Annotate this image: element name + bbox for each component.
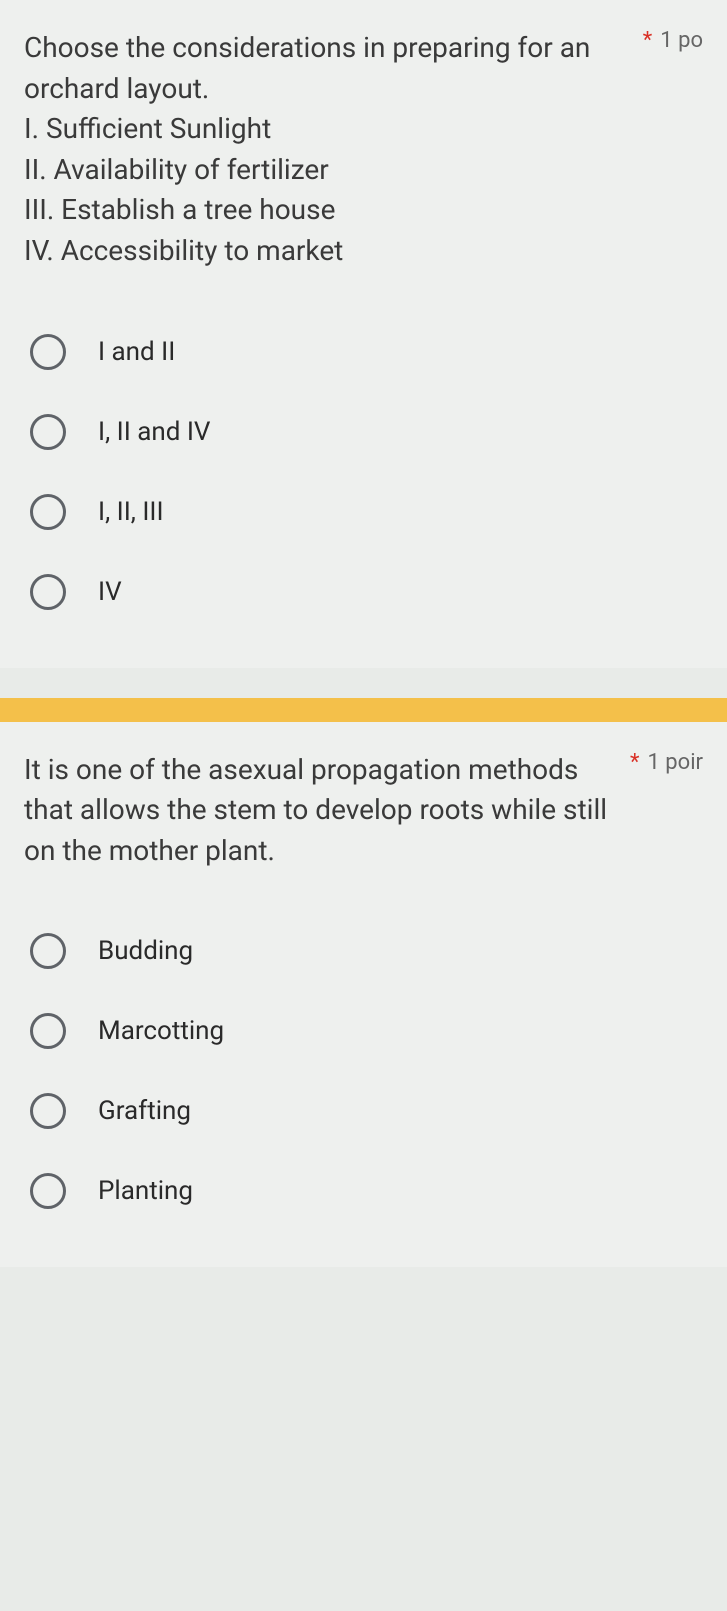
question-card-2: It is one of the asexual propagation met… (0, 722, 727, 1268)
radio-icon (30, 574, 66, 610)
radio-option[interactable]: Marcotting (24, 991, 703, 1071)
radio-option[interactable]: Grafting (24, 1071, 703, 1151)
question-header: Choose the considerations in preparing f… (24, 28, 703, 272)
option-label: Marcotting (98, 1016, 224, 1046)
question-card-1: Choose the considerations in preparing f… (0, 0, 727, 668)
required-asterisk: * (643, 28, 652, 53)
radio-icon (30, 334, 66, 370)
card-divider (0, 698, 727, 722)
option-label: Planting (98, 1176, 193, 1206)
radio-option[interactable]: I, II, III (24, 472, 703, 552)
points-label: 1 poir (647, 750, 703, 775)
option-label: Grafting (98, 1096, 191, 1126)
option-label: Budding (98, 936, 193, 966)
radio-icon (30, 494, 66, 530)
question-header: It is one of the asexual propagation met… (24, 750, 703, 872)
radio-icon (30, 1173, 66, 1209)
radio-option[interactable]: I, II and IV (24, 392, 703, 472)
card-spacer (0, 668, 727, 698)
question-text: Choose the considerations in preparing f… (24, 28, 631, 272)
points-label: 1 po (660, 28, 703, 53)
radio-icon (30, 933, 66, 969)
option-label: IV (98, 577, 122, 607)
radio-option[interactable]: I and II (24, 312, 703, 392)
radio-icon (30, 1093, 66, 1129)
question-text: It is one of the asexual propagation met… (24, 750, 618, 872)
radio-icon (30, 414, 66, 450)
radio-option[interactable]: Planting (24, 1151, 703, 1231)
option-label: I and II (98, 337, 175, 367)
option-label: I, II, III (98, 497, 164, 527)
required-asterisk: * (630, 750, 639, 775)
option-label: I, II and IV (98, 417, 210, 447)
radio-option[interactable]: Budding (24, 911, 703, 991)
radio-icon (30, 1013, 66, 1049)
radio-option[interactable]: IV (24, 552, 703, 632)
